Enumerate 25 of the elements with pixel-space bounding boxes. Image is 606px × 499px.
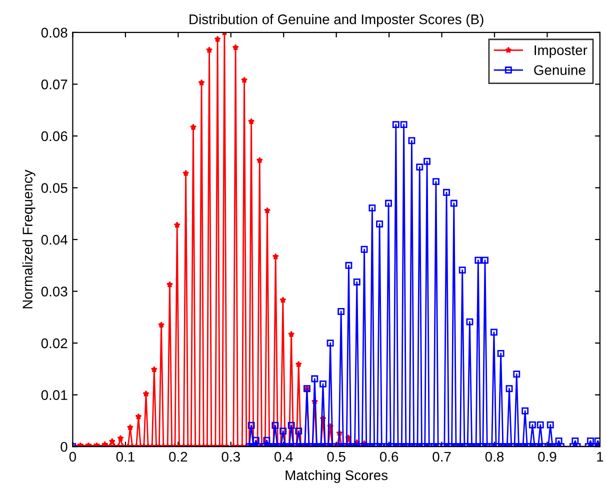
y-tick-label: 0.02 bbox=[41, 338, 68, 348]
x-tick-label: 0.3 bbox=[222, 452, 240, 462]
chart-title: Distribution of Genuine and Imposter Scores (B) bbox=[190, 14, 484, 27]
x-tick-label: 0.7 bbox=[432, 452, 451, 462]
y-tick-label: 0.08 bbox=[41, 28, 68, 38]
y-tick-label: 0.04 bbox=[41, 234, 68, 245]
x-tick-label: 1 bbox=[597, 452, 604, 462]
x-tick-label: 0.9 bbox=[538, 452, 556, 462]
y-tick-label: 0.03 bbox=[41, 286, 68, 296]
x-tick-label: 0.4 bbox=[274, 452, 293, 462]
y-tick-label: 0.05 bbox=[41, 183, 68, 193]
x-tick-label: 0.2 bbox=[169, 452, 188, 462]
y-tick-label: 0.01 bbox=[41, 390, 68, 400]
x-tick-label: 0.1 bbox=[116, 452, 134, 462]
x-tick-label: 0.8 bbox=[485, 452, 504, 462]
legend-label: Genuine bbox=[534, 64, 586, 76]
legend-label: Imposter bbox=[534, 45, 588, 58]
x-tick-label: 0.6 bbox=[380, 452, 398, 462]
y-tick-label: 0.06 bbox=[41, 131, 68, 142]
y-axis-title: Normalized Frequency bbox=[22, 170, 36, 308]
y-tick-label: 0 bbox=[60, 442, 68, 452]
y-tick-label: 0.07 bbox=[41, 80, 68, 90]
x-tick-label: 0 bbox=[69, 452, 76, 462]
x-axis-title: Matching Scores bbox=[286, 470, 388, 483]
x-tick-label: 0.5 bbox=[327, 452, 346, 462]
